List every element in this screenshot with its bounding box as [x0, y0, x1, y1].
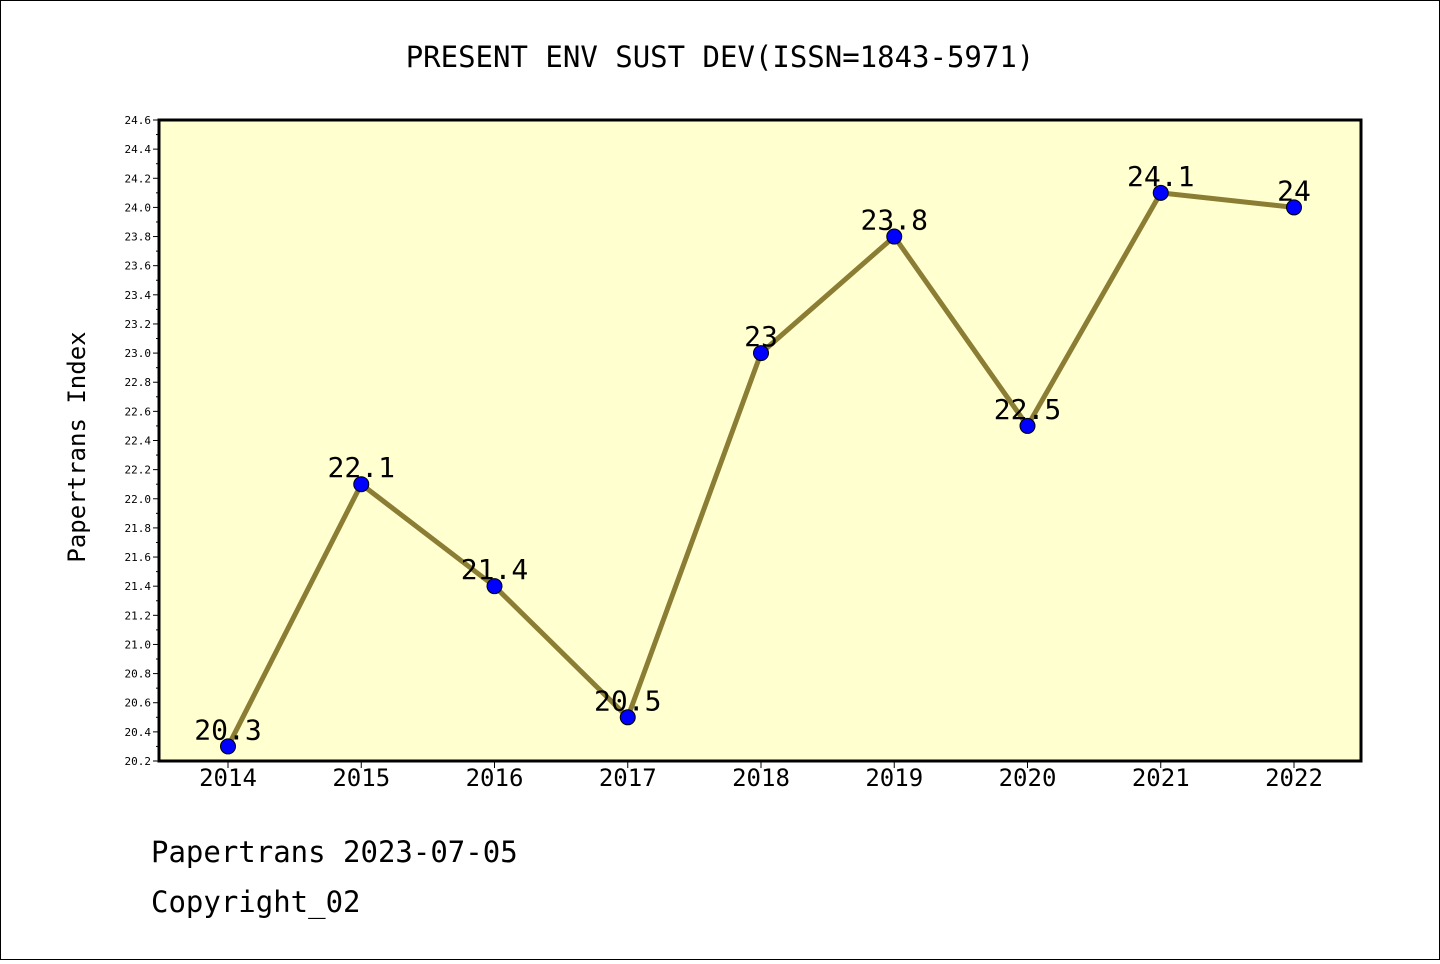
- x-tick-label: 2018: [732, 764, 790, 792]
- y-tick-label: 22.4: [125, 435, 152, 448]
- data-label: 22.1: [328, 451, 395, 484]
- data-point: [220, 738, 236, 755]
- series-group: 20.3 22.1 21.4 20.5 23 23.8 22.5 24.1 24: [194, 160, 1311, 755]
- x-axis-ticks: 2014 2015 2016 2017 2018 2019 2020 2021 2022: [199, 761, 1323, 792]
- x-tick-label: 2022: [1265, 764, 1323, 792]
- data-point: [886, 228, 903, 245]
- y-tick-label: 21.0: [125, 638, 152, 651]
- x-tick-label: 2021: [1132, 764, 1190, 792]
- y-tick-label: 21.8: [125, 522, 152, 535]
- y-tick-label: 24.4: [125, 143, 152, 156]
- y-tick-label: 21.6: [125, 551, 152, 564]
- y-tick-label: 21.2: [125, 609, 152, 622]
- y-tick-label: 24.2: [125, 172, 152, 185]
- data-label: 24: [1277, 174, 1311, 207]
- x-tick-label: 2016: [466, 764, 524, 792]
- y-axis-label: Papertrans Index: [63, 331, 91, 562]
- footer-copyright: Copyright_02: [151, 885, 361, 919]
- data-label: 23: [744, 320, 778, 353]
- y-tick-label: 20.6: [125, 697, 152, 710]
- data-point: [486, 578, 503, 595]
- y-tick-label: 23.2: [125, 318, 152, 331]
- y-tick-label: 23.6: [125, 260, 152, 273]
- y-tick-label: 23.8: [125, 231, 152, 244]
- data-label: 22.5: [994, 393, 1061, 426]
- data-label: 21.4: [461, 553, 528, 586]
- data-point: [1019, 417, 1036, 434]
- y-tick-label: 21.4: [125, 580, 152, 593]
- x-tick-label: 2020: [999, 764, 1057, 792]
- y-axis-ticks: 20.2 20.4 20.6 20.8 21.0 21.2 21.4 21.6 21.8 22.0…: [125, 114, 159, 768]
- y-tick-label: 22.8: [125, 376, 152, 389]
- data-label: 23.8: [861, 204, 928, 237]
- y-tick-label: 22.0: [125, 493, 152, 506]
- y-tick-label: 20.2: [125, 755, 152, 768]
- y-tick-label: 24.6: [125, 114, 152, 127]
- y-tick-label: 20.4: [125, 726, 152, 739]
- x-tick-label: 2019: [865, 764, 923, 792]
- data-point: [353, 476, 370, 493]
- y-tick-label: 23.0: [125, 347, 152, 360]
- y-tick-label: 20.8: [125, 668, 152, 681]
- data-label: 20.3: [194, 713, 261, 746]
- data-point: [619, 709, 636, 726]
- x-tick-label: 2014: [199, 764, 257, 792]
- y-tick-label: 23.4: [125, 289, 152, 302]
- x-tick-label: 2017: [599, 764, 657, 792]
- y-tick-label: 22.2: [125, 464, 152, 477]
- data-label: 24.1: [1127, 160, 1194, 193]
- data-label: 20.5: [594, 684, 661, 717]
- data-point: [1286, 199, 1302, 216]
- data-point: [753, 345, 769, 362]
- footer-date: Papertrans 2023-07-05: [151, 835, 518, 869]
- x-tick-label: 2015: [332, 764, 390, 792]
- data-point: [1152, 184, 1169, 201]
- y-tick-label: 22.6: [125, 405, 152, 418]
- y-tick-label: 24.0: [125, 201, 152, 214]
- chart-title: PRESENT ENV SUST DEV(ISSN=1843-5971): [406, 40, 1035, 74]
- plot-area: [157, 118, 1363, 763]
